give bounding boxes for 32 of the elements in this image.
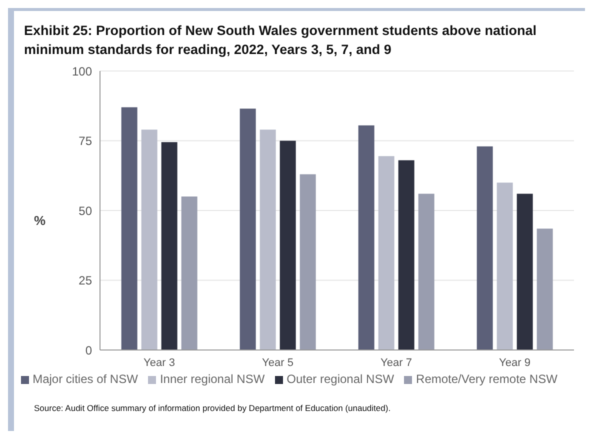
legend-label: Inner regional NSW	[160, 372, 265, 386]
bar	[240, 108, 256, 350]
chart-title: Exhibit 25: Proportion of New South Wales government students above national minimum standards for reading, 2022, Years 3, 5, 7, and 9	[24, 22, 538, 59]
bar	[358, 125, 374, 350]
bar	[121, 107, 138, 350]
y-axis-title: %	[34, 213, 46, 228]
y-tick-label: 75	[78, 134, 92, 148]
x-tick-label: Year 5	[262, 356, 294, 369]
x-tick-label: Year 7	[380, 356, 412, 369]
y-tick-label: 0	[85, 343, 92, 358]
bar	[161, 142, 178, 350]
y-tick-label: 100	[72, 64, 92, 78]
bar	[418, 194, 434, 350]
bar	[260, 130, 276, 350]
legend-label: Major cities of NSW	[32, 372, 138, 386]
bar	[141, 130, 158, 350]
bar	[476, 146, 493, 350]
bar	[300, 174, 316, 350]
bar	[378, 156, 394, 350]
bar	[536, 228, 553, 350]
x-tick-label: Year 9	[499, 356, 530, 369]
x-tick-label: Year 3	[144, 356, 175, 369]
y-tick-label: 50	[78, 204, 92, 218]
legend-label: Outer regional NSW	[286, 372, 394, 386]
y-tick-label: 25	[78, 274, 92, 288]
legend-label: Remote/Very remote NSW	[416, 372, 558, 386]
source-note: Source: Audit Office summary of information provided by Department of Education (unaudited).	[34, 403, 391, 413]
bar	[496, 182, 513, 350]
bar	[516, 194, 533, 350]
bar	[280, 140, 296, 350]
bar	[398, 160, 414, 350]
bar	[181, 196, 198, 350]
